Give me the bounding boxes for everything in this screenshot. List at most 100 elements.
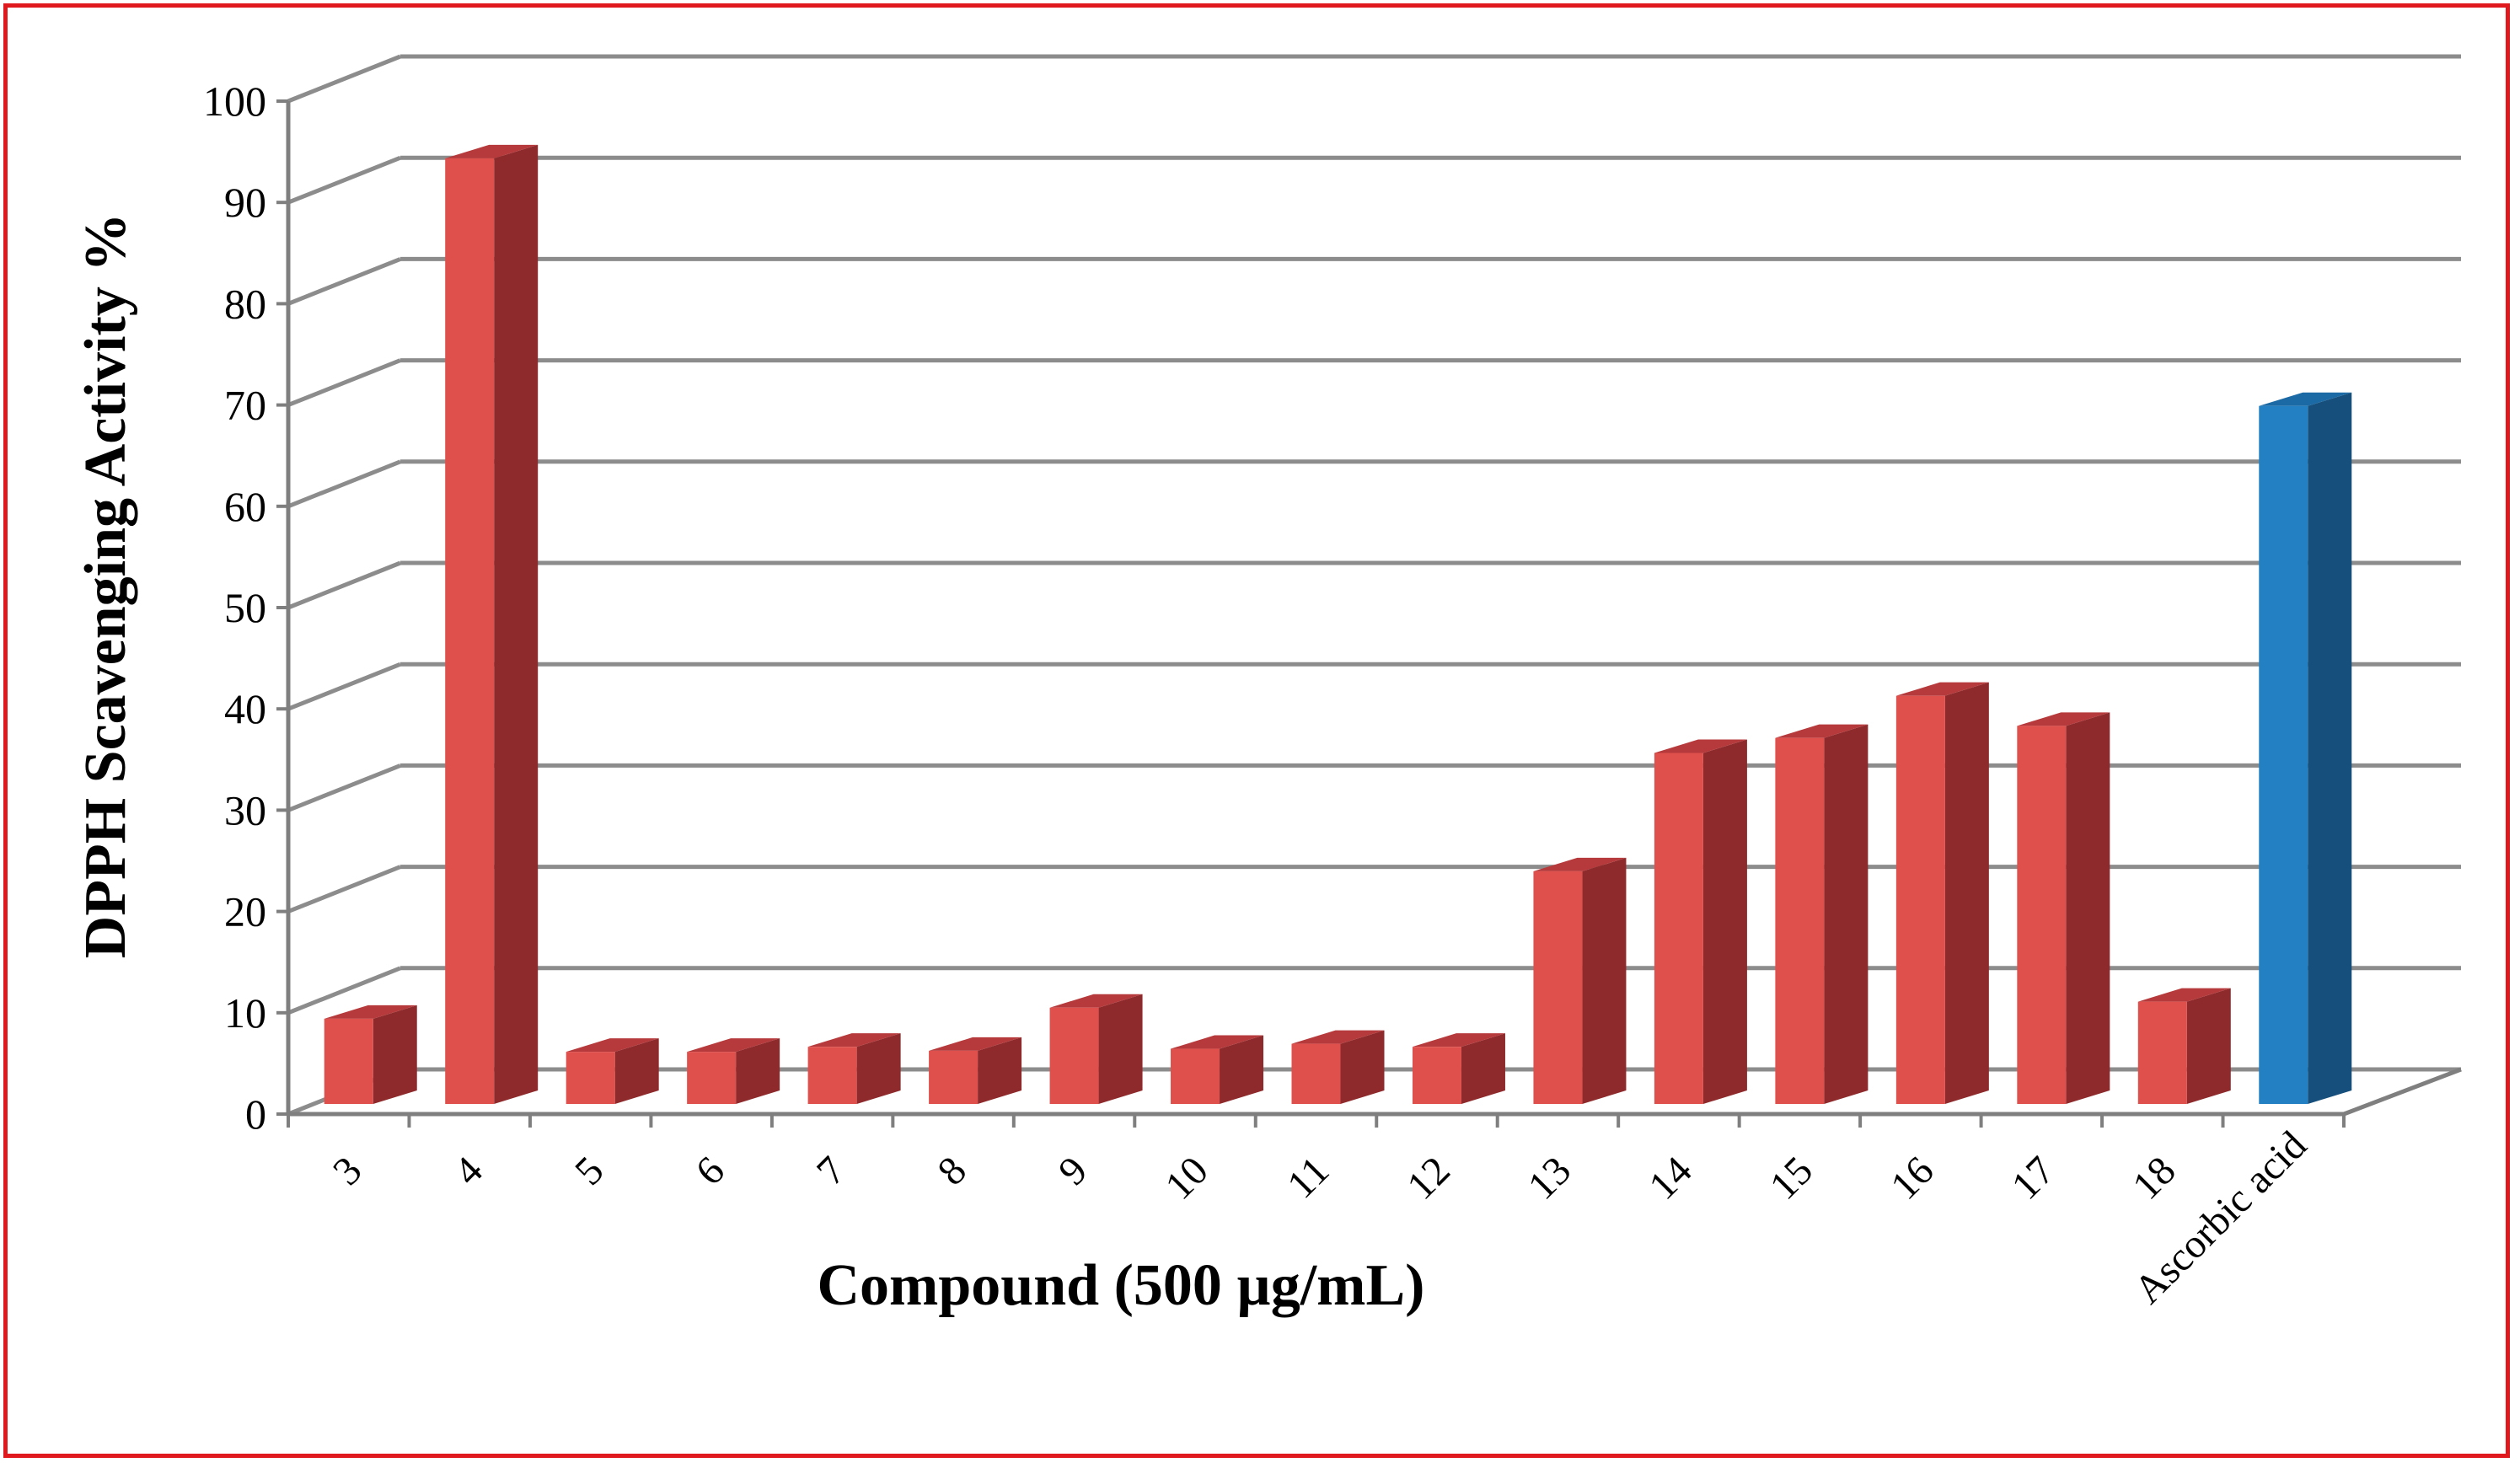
x-tick-label: 9 (1050, 1148, 1096, 1193)
bar-13 (1533, 857, 1627, 1104)
bar-3 (324, 1005, 417, 1104)
x-axis-label: Compound (500 µg/mL) (818, 1253, 1425, 1318)
bar-ascorbic-acid (2259, 392, 2352, 1104)
x-tick-label: 15 (1761, 1148, 1821, 1208)
bar-front (929, 1050, 979, 1104)
bar-front (2017, 726, 2067, 1104)
bar-front (687, 1052, 737, 1104)
y-tick-label: 70 (224, 382, 266, 429)
bar-side (1824, 724, 1869, 1104)
bar-side (1944, 682, 1989, 1104)
bar-front (445, 158, 495, 1105)
bar-side (373, 1005, 417, 1104)
bar-side (2308, 392, 2352, 1104)
y-tick-labels: 0 10 20 30 40 50 60 70 80 90 100 (203, 78, 266, 1138)
y-tick-label: 20 (224, 888, 266, 935)
x-tick-label: 14 (1640, 1148, 1700, 1208)
bar-front (807, 1047, 857, 1104)
bar-15 (1775, 724, 1869, 1104)
bar-7 (807, 1033, 901, 1104)
y-tick-label: 10 (224, 989, 266, 1037)
y-tick-label: 60 (224, 483, 266, 530)
y-tick-label: 90 (224, 179, 266, 226)
bar-top (1895, 682, 1989, 696)
bar-top (687, 1038, 780, 1053)
bar-front (1775, 737, 1825, 1104)
x-tick-label: 4 (446, 1148, 491, 1193)
y-tick-label: 80 (224, 280, 266, 327)
bar-10 (1171, 1035, 1264, 1104)
bar-front (2259, 405, 2308, 1104)
bar-top (807, 1033, 901, 1047)
bar-front (1412, 1047, 1461, 1104)
bar-side (2066, 712, 2110, 1104)
bar-top (929, 1037, 1022, 1051)
bar-side (1702, 739, 1747, 1104)
bar-side (2186, 988, 2231, 1104)
bar-side (736, 1038, 780, 1104)
y-tick-label: 0 (245, 1090, 266, 1138)
bar-6 (687, 1038, 780, 1104)
bar-side (1340, 1030, 1385, 1104)
gridline-side-90 (287, 155, 401, 205)
gridline-side-60 (287, 459, 401, 509)
bar-17 (2017, 712, 2110, 1104)
bar-side (1220, 1035, 1264, 1104)
bar-side (494, 144, 539, 1105)
gridline-side-20 (287, 865, 401, 913)
y-tick-label: 30 (224, 786, 266, 833)
bar-front (1654, 753, 1703, 1104)
bar-top (324, 1005, 417, 1019)
bar-9 (1049, 994, 1143, 1104)
bar-front (1291, 1043, 1341, 1104)
bar-top (1412, 1033, 1505, 1047)
bar-front (324, 1018, 373, 1104)
bar-top (2137, 988, 2231, 1002)
bar-front (1533, 871, 1583, 1104)
bar-top (1775, 724, 1869, 738)
x-tick-label: 11 (1279, 1148, 1338, 1207)
bar-4 (445, 144, 539, 1105)
bar-16 (1895, 682, 1989, 1104)
bar-front (1049, 1007, 1099, 1104)
bar-5 (566, 1038, 659, 1104)
bar-top (2259, 392, 2352, 406)
bar-front (1895, 695, 1945, 1104)
gridline-side-30 (287, 763, 401, 812)
bar-side (1461, 1033, 1505, 1104)
bar-18 (2137, 988, 2231, 1104)
bar-11 (1291, 1030, 1385, 1104)
bar-side (978, 1037, 1022, 1104)
bar-side (856, 1033, 901, 1104)
x-tick-label: 7 (808, 1148, 854, 1193)
bar-side (1582, 857, 1627, 1104)
bar-12 (1412, 1033, 1505, 1104)
bar-top (1654, 739, 1747, 753)
x-tick-label: 10 (1156, 1148, 1216, 1208)
x-tick-label: 17 (2003, 1148, 2063, 1208)
y-tick-label: 50 (224, 584, 266, 631)
bar-top (566, 1038, 659, 1053)
bar-front (2137, 1001, 2187, 1104)
x-tick-label: 18 (2124, 1148, 2184, 1208)
x-tick-label: 6 (687, 1148, 732, 1193)
y-axis-label: DPPH Scavenging Activity % (73, 213, 138, 959)
x-tick-label: 13 (1520, 1148, 1579, 1208)
x-tick-label: 16 (1882, 1148, 1942, 1208)
bar-top (1533, 857, 1627, 871)
x-tick-label: 5 (566, 1148, 612, 1193)
bar-side (1098, 994, 1143, 1104)
gridline-side-50 (287, 560, 401, 610)
y-tick-label: 40 (224, 685, 266, 732)
bar-side (614, 1038, 659, 1104)
y-tick-label: 100 (203, 78, 266, 125)
gridline-side-70 (287, 358, 401, 407)
gridlines (287, 54, 2461, 1117)
bar-top (2017, 712, 2110, 726)
gridline-side-80 (287, 257, 401, 306)
floor-edge-right (2343, 1067, 2462, 1117)
axes (276, 99, 2462, 1128)
bar-top (445, 144, 539, 158)
bar-14 (1654, 739, 1747, 1104)
bars (324, 144, 2352, 1105)
